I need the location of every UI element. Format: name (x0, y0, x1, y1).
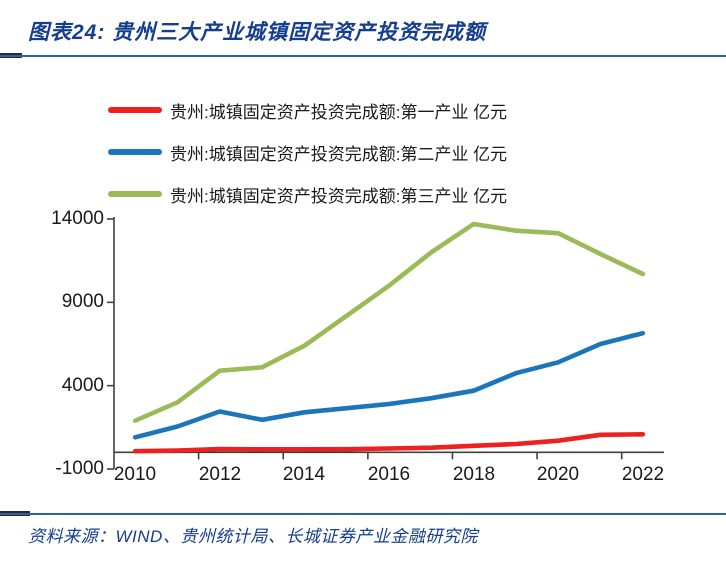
legend-item-tertiary-industry: 贵州:城镇固定资产投资完成额:第三产业 亿元 (108, 181, 507, 207)
x-tick-label: 2014 (282, 464, 326, 485)
y-tick-label: 4000 (61, 375, 104, 396)
header-rule (0, 55, 726, 57)
legend-item-primary-industry: 贵州:城镇固定资产投资完成额:第一产业 亿元 (108, 97, 507, 123)
y-tick-label: 14000 (51, 208, 104, 229)
legend-label: 贵州:城镇固定资产投资完成额:第三产业 亿元 (170, 186, 508, 206)
source-note: 资料来源：WIND、贵州统计局、长城证券产业金融研究院 (28, 527, 478, 546)
legend-item-secondary-industry: 贵州:城镇固定资产投资完成额:第二产业 亿元 (108, 139, 507, 165)
green-line-icon (108, 191, 162, 197)
blue-line-icon (108, 149, 162, 155)
x-tick-label: 2022 (621, 464, 665, 485)
legend-label: 贵州:城镇固定资产投资完成额:第二产业 亿元 (170, 144, 508, 164)
y-tick-label: -1000 (55, 458, 104, 479)
series-line-1 (132, 330, 646, 440)
x-tick-label: 2010 (113, 464, 157, 485)
x-tick-label: 2016 (367, 464, 411, 485)
page-title: 图表24: 贵州三大产业城镇固定资产投资完成额 (28, 21, 487, 44)
y-tick-label: 9000 (61, 291, 104, 312)
legend-label: 贵州:城镇固定资产投资完成额:第一产业 亿元 (170, 102, 508, 122)
series-line-0 (132, 431, 646, 454)
series-line-2 (132, 221, 646, 424)
x-tick-label: 2018 (452, 464, 496, 485)
footer-rule (0, 513, 726, 515)
red-line-icon (108, 107, 162, 113)
x-tick-label: 2012 (198, 464, 242, 485)
x-tick-label: 2020 (536, 464, 580, 485)
